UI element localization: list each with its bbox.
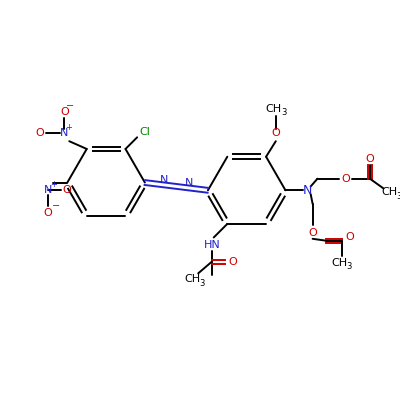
- Text: 3: 3: [281, 108, 286, 117]
- Text: O: O: [229, 257, 238, 267]
- Text: Cl: Cl: [140, 128, 150, 138]
- Text: −: −: [66, 101, 74, 111]
- Text: O: O: [36, 128, 44, 138]
- Text: 3: 3: [200, 278, 205, 288]
- Text: O: O: [341, 174, 350, 184]
- Text: +: +: [50, 180, 57, 189]
- Text: CH: CH: [332, 258, 348, 268]
- Text: N: N: [160, 175, 168, 185]
- Text: O: O: [308, 228, 317, 238]
- Text: +: +: [65, 123, 72, 132]
- Text: O: O: [60, 107, 69, 117]
- Text: O: O: [366, 154, 374, 164]
- Text: O: O: [272, 128, 280, 138]
- Text: HN: HN: [204, 240, 220, 250]
- Text: 3: 3: [396, 192, 400, 201]
- Text: 3: 3: [347, 262, 352, 272]
- Text: CH: CH: [381, 187, 397, 197]
- Text: O: O: [345, 232, 354, 242]
- Text: N: N: [303, 184, 312, 197]
- Text: N: N: [60, 128, 68, 138]
- Text: CH: CH: [266, 104, 282, 114]
- Text: N: N: [185, 178, 193, 188]
- Text: O: O: [44, 208, 52, 218]
- Text: O: O: [62, 185, 71, 195]
- Text: N: N: [44, 185, 52, 195]
- Text: −: −: [52, 201, 60, 211]
- Text: CH: CH: [184, 274, 200, 284]
